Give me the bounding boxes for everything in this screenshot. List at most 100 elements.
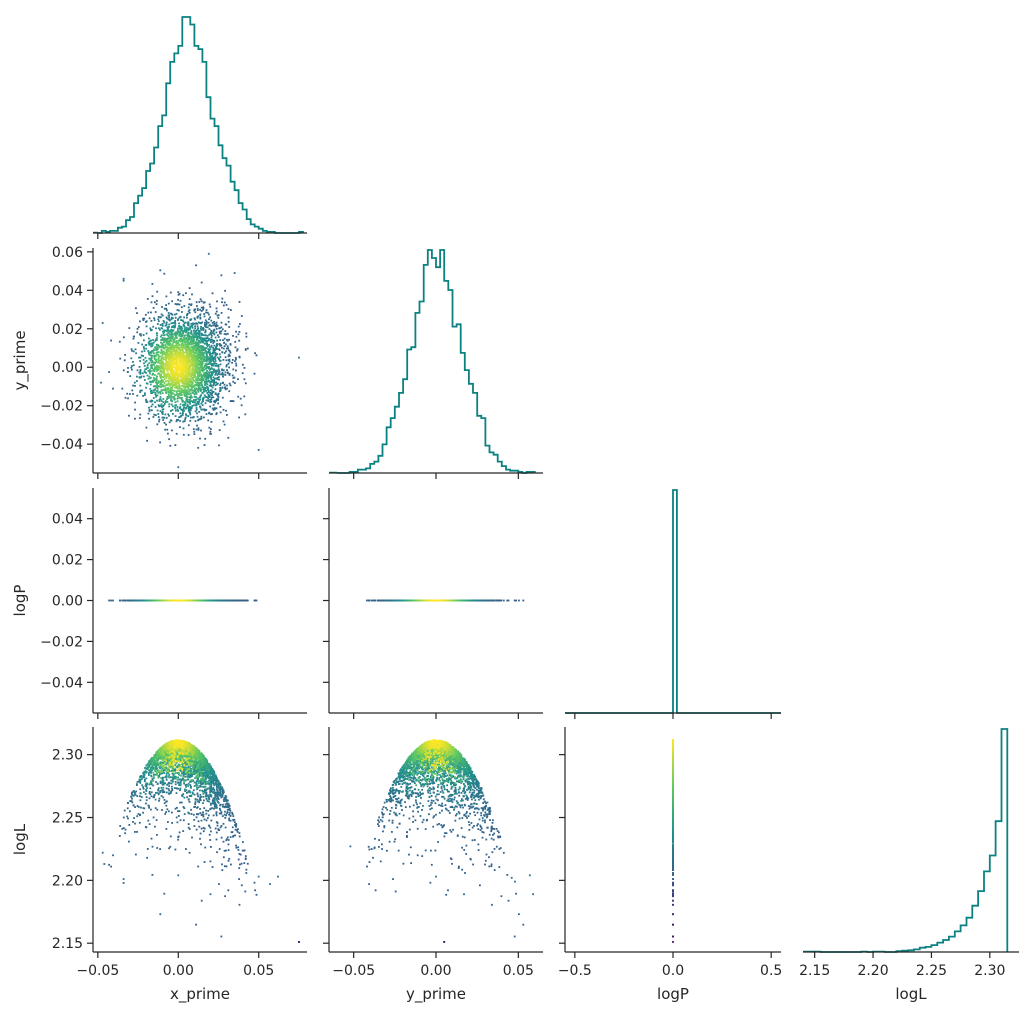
scatter-point [151,354,154,357]
scatter-point [210,384,212,387]
scatter-point [210,352,213,355]
scatter-point [209,393,212,395]
scatter-point [141,372,144,375]
scatter-point [243,395,246,398]
scatter-point [202,307,205,310]
scatter-point [199,418,201,421]
scatter-point [182,407,185,410]
scatter-point [200,408,203,411]
scatter-point [208,384,211,387]
scatter-point [172,325,175,327]
scatter-point [240,315,243,317]
scatter-point [165,333,168,336]
scatter-point [168,403,171,405]
scatter-point [202,337,204,340]
scatter-point [217,371,220,374]
scatter-point [206,392,209,394]
scatter-point [214,392,217,395]
scatter-point [161,410,164,413]
scatter-point [224,388,227,391]
scatter-point [185,330,188,332]
scatter-point [219,332,221,335]
scatter-point [191,293,193,296]
scatter-point [186,399,189,401]
scatter-point [187,407,190,409]
scatter-point [176,400,179,403]
scatter-point [183,347,186,350]
scatter-point [200,300,203,303]
scatter-point [221,301,223,304]
scatter-point [127,371,129,373]
scatter-point [201,327,204,330]
scatter-point [241,372,244,375]
scatter-point [165,417,168,419]
scatter-point [159,346,162,349]
scatter-point [152,372,154,375]
scatter-point [163,329,166,332]
scatter-point [157,357,160,360]
scatter-point [192,323,195,325]
scatter-point [194,318,196,321]
scatter-point [204,325,206,328]
scatter-point [210,355,213,358]
scatter-point [137,326,140,328]
scatter-point [199,322,201,324]
scatter-point [228,360,231,363]
scatter-point [177,410,179,412]
scatter-point [183,326,186,328]
scatter-point [206,345,209,348]
scatter-point [223,342,225,344]
scatter-point [231,599,233,602]
scatter-point [209,383,212,386]
scatter-point [174,444,177,446]
scatter-point [217,365,220,368]
scatter-point [205,413,208,415]
scatter-point [211,390,214,393]
scatter-point [154,406,157,408]
scatter-point [189,420,192,422]
scatter-point [208,337,210,340]
scatter-point [187,324,189,327]
scatter-point [151,379,154,382]
scatter-point [180,384,183,387]
scatter-point [217,396,220,398]
scatter-point [211,358,214,361]
scatter-point [184,403,186,406]
scatter-point [174,320,176,322]
scatter-point [165,389,168,392]
scatter-point [110,339,112,342]
scatter-point [206,326,209,329]
scatter-point [219,359,221,362]
scatter-point [136,312,138,314]
scatter-point [232,368,235,371]
scatter-point [169,419,172,422]
scatter-point [195,403,198,405]
scatter-point [145,426,148,429]
scatter-point [157,416,160,418]
scatter-point [168,438,170,441]
scatter-point [171,351,173,354]
scatter-point [165,316,168,319]
scatter-point [181,414,184,416]
scatter-point [132,393,134,395]
scatter-point [134,348,137,351]
scatter-point [182,389,185,391]
scatter-point [208,350,210,353]
scatter-point [209,371,212,374]
scatter-point [156,334,158,337]
scatter-point [149,327,152,330]
scatter-point [196,412,198,415]
scatter-point [190,383,193,385]
scatter-point [206,311,209,314]
scatter-point [176,419,178,421]
scatter-point [147,377,150,380]
scatter-point [179,403,182,406]
scatter-point [185,413,187,416]
scatter-point [178,303,181,306]
scatter-point [152,391,155,394]
scatter-point [149,376,152,379]
scatter-point [215,307,218,310]
scatter-point [206,363,209,366]
scatter-point [152,352,155,355]
scatter-point [186,403,189,406]
